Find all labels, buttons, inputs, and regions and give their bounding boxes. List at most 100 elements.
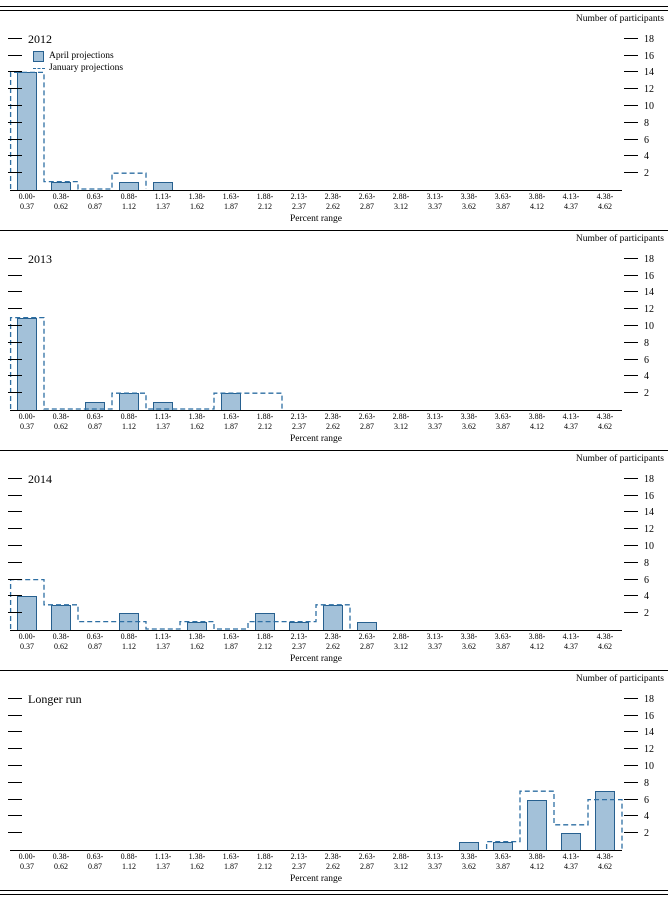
x-tick-line2: 2.37 [292, 202, 306, 211]
april-bar [85, 401, 105, 410]
x-tick-line1: 1.38- [188, 192, 206, 201]
x-tick-line1: 0.88- [120, 192, 138, 201]
x-tick-line1: 3.13- [426, 852, 444, 861]
plot [10, 688, 623, 851]
x-tick-line1: 3.38- [460, 852, 478, 861]
x-tick-line1: 4.13- [562, 632, 580, 641]
y-tick-label: 6 [644, 354, 649, 366]
x-tick-line2: 3.37 [428, 422, 442, 431]
x-tick-label: 2.13- 2.37 [282, 192, 316, 212]
left-axis-tick [8, 54, 22, 56]
x-tick-line2: 4.37 [564, 642, 578, 651]
x-tick-line1: 1.88- [256, 412, 274, 421]
january-dash-icon [33, 67, 45, 69]
right-axis-tick [624, 731, 638, 733]
x-tick-line2: 4.12 [530, 642, 544, 651]
left-axis-tick [8, 257, 22, 259]
x-tick-line1: 2.88- [392, 192, 410, 201]
y-axis-title: Number of participants [575, 454, 664, 464]
april-bar [561, 833, 581, 850]
x-tick-line2: 3.12 [394, 642, 408, 651]
x-tick-line1: 1.88- [256, 192, 274, 201]
y-tick-label: 10 [644, 541, 654, 552]
x-tick-line1: 2.38- [324, 412, 342, 421]
x-tick-label: 4.13- 4.37 [554, 192, 588, 212]
x-tick-line1: 0.63- [86, 632, 104, 641]
y-tick-label: 2 [644, 608, 649, 620]
x-tick-label: 2.63- 2.87 [350, 852, 384, 872]
x-tick-line2: 3.37 [428, 862, 442, 871]
x-tick-line2: 0.37 [20, 202, 34, 211]
right-axis-tick [624, 832, 638, 834]
right-axis-tick [624, 714, 638, 716]
x-tick-label: 2.88- 3.12 [384, 192, 418, 212]
x-tick-line1: 4.38- [596, 852, 614, 861]
left-axis-tick [8, 105, 22, 106]
x-tick-line2: 1.12 [122, 862, 136, 871]
x-tick-label: 1.63- 1.87 [214, 852, 248, 872]
x-tick-line1: 1.63- [222, 632, 240, 641]
left-axis-tick [8, 358, 22, 360]
x-tick-label: 3.63- 3.87 [486, 412, 520, 432]
x-tick-line2: 0.62 [54, 202, 68, 211]
x-tick-label: 2.63- 2.87 [350, 192, 384, 212]
x-tick-label: 0.88- 1.12 [112, 632, 146, 652]
april-bar [17, 596, 37, 630]
x-tick-line2: 2.37 [292, 642, 306, 651]
x-tick-label: 0.63- 0.87 [78, 632, 112, 652]
right-axis-tick [624, 612, 638, 614]
january-dashed-outline [9, 316, 283, 410]
y-tick-label: 12 [644, 744, 654, 756]
x-tick-label: 0.38- 0.62 [44, 192, 78, 212]
x-tick-line2: 3.87 [496, 202, 510, 211]
left-axis-tick [8, 832, 22, 834]
x-tick-line1: 3.88- [528, 632, 546, 641]
x-axis-title: Percent range [290, 874, 342, 884]
x-tick-line1: 2.38- [324, 852, 342, 861]
x-tick-line1: 3.63- [494, 192, 512, 201]
x-tick-line1: 0.88- [120, 412, 138, 421]
x-tick-line1: 0.38- [52, 192, 70, 201]
x-tick-line1: 2.38- [324, 192, 342, 201]
x-tick-line1: 1.38- [188, 852, 206, 861]
right-axis-tick [624, 105, 638, 106]
left-axis-tick [8, 798, 22, 800]
right-axis-tick [624, 511, 638, 513]
left-axis-tick [8, 291, 22, 293]
x-tick-line1: 3.63- [494, 632, 512, 641]
x-tick-line2: 2.12 [258, 422, 272, 431]
x-tick-line1: 2.63- [358, 852, 376, 861]
x-tick-line1: 2.88- [392, 412, 410, 421]
y-tick-label: 16 [644, 490, 654, 502]
april-bar [51, 604, 71, 630]
right-axis-tick [624, 578, 638, 580]
x-tick-line2: 2.87 [360, 862, 374, 871]
x-tick-label: 1.88- 2.12 [248, 192, 282, 212]
left-axis-tick [8, 138, 22, 140]
x-tick-line1: 1.38- [188, 632, 206, 641]
x-tick-line1: 4.38- [596, 632, 614, 641]
x-tick-line2: 2.87 [360, 642, 374, 651]
left-axis-tick [8, 341, 22, 343]
april-bar [153, 181, 173, 190]
y-tick-label: 18 [644, 33, 654, 45]
right-axis-tick [624, 392, 638, 394]
panel-title: 2012 [28, 32, 52, 46]
right-axis-tick [624, 291, 638, 293]
y-tick-label: 14 [644, 727, 654, 739]
left-axis-tick [8, 612, 22, 614]
x-tick-label: 4.13- 4.37 [554, 412, 588, 432]
x-tick-line2: 2.37 [292, 422, 306, 431]
panel-title: 2013 [28, 252, 52, 266]
x-tick-label: 1.63- 1.87 [214, 192, 248, 212]
x-tick-line2: 4.62 [598, 862, 612, 871]
x-tick-line1: 0.88- [120, 632, 138, 641]
x-tick-label: 0.00- 0.37 [10, 632, 44, 652]
x-axis-labels: 0.00- 0.37 0.38- 0.62 0.63- 0.87 0.88- 1.12 1.13… [10, 632, 622, 652]
y-tick-label: 2 [644, 388, 649, 400]
x-tick-label: 2.88- 3.12 [384, 852, 418, 872]
x-tick-line1: 0.38- [52, 632, 70, 641]
x-tick-line1: 3.63- [494, 412, 512, 421]
x-tick-line1: 2.38- [324, 632, 342, 641]
x-tick-line2: 0.87 [88, 642, 102, 651]
